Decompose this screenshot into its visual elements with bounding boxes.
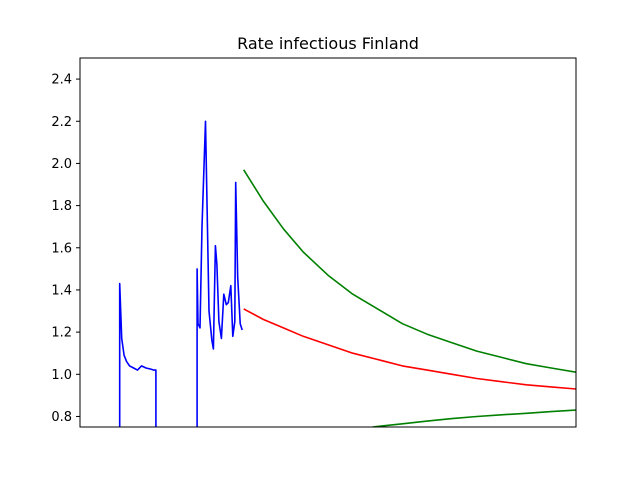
y-tick-label: 2.0 [51,157,72,172]
series-3-line [372,409,576,427]
series-2-line [243,169,576,373]
y-tick-label: 1.8 [51,199,72,214]
y-tick-label: 2.2 [51,115,72,130]
y-tick-label: 1.2 [51,326,72,341]
y-tick-label: 2.4 [51,73,72,88]
series-0-segment-1-line [196,120,243,427]
y-tick-label: 1.4 [51,283,72,298]
y-tick-label: 1.6 [51,241,72,256]
y-tick-label: 0.8 [51,410,72,425]
series-1-line [243,308,576,390]
plot-lines [118,120,576,427]
y-tick-label: 1.0 [51,368,72,383]
chart-title: Rate infectious Finland [237,34,419,53]
plot-frame [79,57,577,428]
series-0-segment-0-line [118,282,157,427]
y-axis: 0.8 1.0 1.2 1.4 1.6 1.8 2.0 2.2 2.4 [51,73,80,425]
